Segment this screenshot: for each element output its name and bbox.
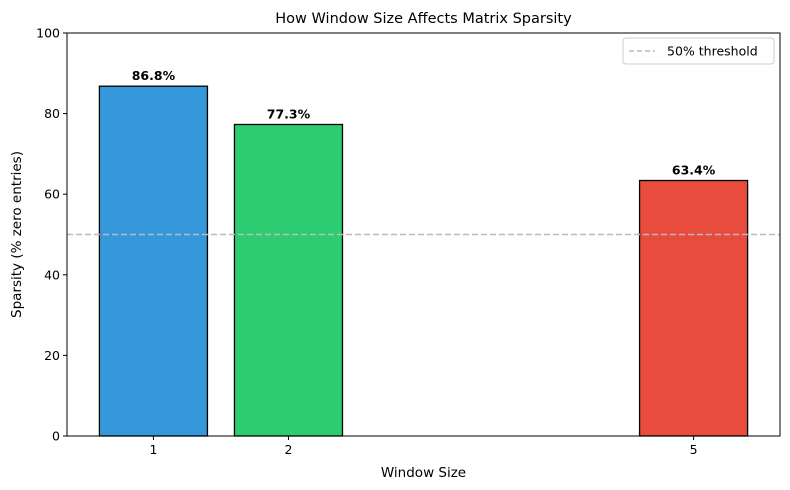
x-axis-label: Window Size — [381, 465, 466, 481]
x-tick-label: 1 — [149, 442, 157, 457]
data-label: 86.8% — [132, 68, 176, 83]
y-tick-label: 20 — [44, 348, 60, 363]
plot-frame — [66, 32, 781, 437]
legend-label: 50% threshold — [667, 44, 758, 59]
bar — [638, 179, 749, 437]
y-tick-label: 100 — [36, 26, 60, 41]
chart-title: How Window Size Affects Matrix Sparsity — [275, 11, 572, 27]
y-axis-label: Sparsity (% zero entries) — [9, 151, 25, 318]
y-tick-label: 40 — [44, 267, 60, 282]
legend: 50% threshold — [622, 37, 775, 65]
data-label: 77.3% — [267, 106, 311, 121]
y-tick-label: 0 — [52, 429, 60, 444]
bar — [98, 85, 209, 437]
y-tick-label: 60 — [44, 187, 60, 202]
x-tick-label: 5 — [690, 442, 698, 457]
bar — [233, 123, 344, 437]
y-tick-label: 80 — [44, 106, 60, 121]
data-label: 63.4% — [672, 162, 716, 177]
x-tick-label: 2 — [284, 442, 292, 457]
legend-box — [622, 37, 775, 65]
